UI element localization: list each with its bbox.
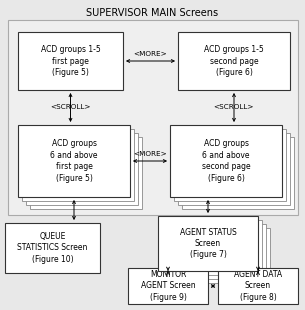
Text: ACD groups 1-5
second page
(Figure 6): ACD groups 1-5 second page (Figure 6) [204,45,264,77]
Text: MONITOR
AGENT Screen
(Figure 9): MONITOR AGENT Screen (Figure 9) [141,270,195,302]
Text: AGENT DATA
Screen
(Figure 8): AGENT DATA Screen (Figure 8) [234,270,282,302]
Bar [22,129,134,201]
Text: <SCROLL>: <SCROLL> [214,104,254,110]
Text: <MORE>: <MORE> [133,151,167,157]
Bar [170,228,270,283]
Bar [182,137,294,209]
Bar [174,129,286,201]
Bar [178,133,290,205]
Bar [178,32,290,90]
Bar [162,220,262,275]
Bar [158,216,258,271]
Text: ACD groups 1-5
first page
(Figure 5): ACD groups 1-5 first page (Figure 5) [41,45,100,77]
Bar [218,268,298,304]
Text: SUPERVISOR MAIN Screens: SUPERVISOR MAIN Screens [86,8,219,18]
Text: ACD groups
6 and above
first page
(Figure 5): ACD groups 6 and above first page (Figur… [50,139,98,183]
Text: AGENT STATUS
Screen
(Figure 7): AGENT STATUS Screen (Figure 7) [180,228,236,259]
Text: ACD groups
6 and above
second page
(Figure 6): ACD groups 6 and above second page (Figu… [202,139,250,183]
Bar [128,268,208,304]
Bar [26,133,138,205]
Bar [8,20,298,215]
Bar [18,32,123,90]
Bar [166,224,266,279]
Bar [5,223,100,273]
Bar [30,137,142,209]
Text: <MORE>: <MORE> [134,51,167,57]
Text: QUEUE
STATISTICS Screen
(Figure 10): QUEUE STATISTICS Screen (Figure 10) [17,232,88,264]
Text: <SCROLL>: <SCROLL> [50,104,91,110]
Bar [18,125,130,197]
Bar [170,125,282,197]
